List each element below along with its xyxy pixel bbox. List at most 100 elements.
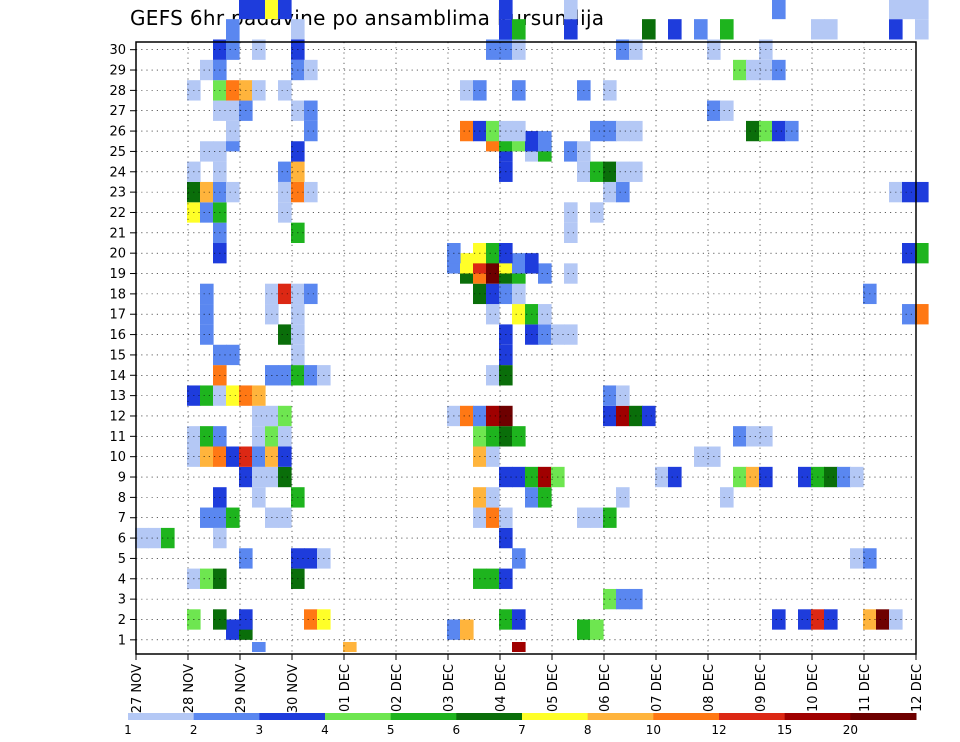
x-tick-label: 03 DEC bbox=[442, 664, 457, 712]
y-tick-label: 28 bbox=[109, 84, 126, 99]
x-tick-label: 05 DEC bbox=[546, 664, 561, 712]
heat-cell bbox=[278, 426, 292, 447]
heat-cell bbox=[343, 642, 357, 652]
heat-cell bbox=[226, 446, 240, 467]
heat-cell bbox=[772, 120, 786, 142]
heat-cell bbox=[226, 100, 240, 121]
heat-cell bbox=[642, 19, 656, 40]
colorbar-swatch bbox=[850, 713, 917, 720]
colorbar-label: 7 bbox=[518, 723, 526, 737]
heat-cell bbox=[200, 304, 214, 325]
heat-cell bbox=[850, 548, 864, 569]
heat-cell bbox=[915, 181, 929, 203]
heat-cell bbox=[694, 446, 708, 467]
y-tick-label: 5 bbox=[118, 552, 126, 567]
heat-cell bbox=[486, 426, 500, 447]
heat-cell bbox=[590, 619, 604, 640]
heat-cell bbox=[200, 507, 214, 528]
heat-cell bbox=[278, 181, 292, 203]
heat-cell bbox=[239, 0, 253, 20]
y-tick-label: 14 bbox=[109, 369, 126, 384]
heat-cell bbox=[512, 253, 526, 274]
heat-cell bbox=[486, 405, 500, 427]
heat-cell bbox=[590, 120, 604, 142]
x-tick-label: 02 DEC bbox=[390, 664, 405, 712]
colorbar-label: 6 bbox=[453, 723, 461, 737]
heat-cell bbox=[460, 619, 474, 640]
colorbar-label: 15 bbox=[777, 723, 792, 737]
heat-cell bbox=[226, 507, 240, 528]
y-tick-label: 10 bbox=[109, 450, 126, 465]
heat-cell bbox=[304, 100, 318, 121]
heat-cell bbox=[694, 19, 708, 40]
heat-cell bbox=[200, 568, 214, 589]
heat-cell bbox=[486, 568, 500, 589]
heat-cell bbox=[564, 202, 578, 223]
grid-lines bbox=[135, 42, 917, 654]
y-tick-label: 19 bbox=[109, 267, 126, 282]
x-tick-label: 12 DEC bbox=[910, 664, 925, 712]
colorbar-swatch bbox=[390, 713, 457, 720]
heat-cell bbox=[278, 283, 292, 305]
heat-cell bbox=[200, 202, 214, 223]
y-tick-label: 6 bbox=[118, 532, 126, 547]
heat-cell bbox=[525, 253, 539, 274]
heat-cell bbox=[642, 405, 656, 427]
heat-cell bbox=[252, 405, 266, 427]
heat-cell bbox=[200, 324, 214, 345]
heat-cell bbox=[486, 304, 500, 325]
heat-cell bbox=[226, 619, 240, 640]
heat-cell bbox=[616, 405, 630, 427]
y-tick-label: 16 bbox=[109, 328, 126, 343]
colorbar-label: 20 bbox=[843, 723, 858, 737]
y-tick-label: 20 bbox=[109, 247, 126, 262]
heat-cell bbox=[915, 0, 929, 20]
heat-cell bbox=[278, 365, 292, 386]
y-tick-label: 30 bbox=[109, 43, 126, 58]
heat-cell bbox=[226, 80, 240, 101]
heat-cell bbox=[226, 344, 240, 366]
heat-cell bbox=[200, 426, 214, 447]
colorbar-swatch bbox=[653, 713, 720, 720]
heat-cell bbox=[720, 100, 734, 121]
colorbar-label: 12 bbox=[711, 723, 726, 737]
heat-cell bbox=[577, 619, 591, 640]
y-tick-label: 29 bbox=[109, 64, 126, 79]
heat-cell bbox=[915, 243, 929, 264]
heat-cell bbox=[720, 487, 734, 508]
x-tick-label: 11 DEC bbox=[858, 664, 873, 712]
colorbar-label: 4 bbox=[321, 723, 329, 737]
colorbar-swatch bbox=[522, 713, 589, 720]
heat-cell bbox=[538, 263, 552, 284]
y-tick-label: 24 bbox=[109, 165, 126, 180]
colorbar-label: 8 bbox=[584, 723, 592, 737]
heat-cell bbox=[798, 466, 812, 488]
heat-cell bbox=[915, 19, 929, 40]
heat-cell bbox=[564, 324, 578, 345]
y-tick-label: 25 bbox=[109, 145, 126, 160]
heat-cell bbox=[902, 243, 916, 264]
heat-cell bbox=[226, 39, 240, 60]
heat-cell bbox=[564, 222, 578, 243]
heat-cell bbox=[512, 19, 526, 40]
heat-cell bbox=[304, 120, 318, 142]
heat-cell bbox=[252, 446, 266, 467]
heat-cell bbox=[538, 131, 552, 152]
x-tick-label: 07 DEC bbox=[650, 664, 665, 712]
colorbar-label: 10 bbox=[646, 723, 661, 737]
heat-cell bbox=[252, 642, 266, 652]
heat-cell bbox=[226, 120, 240, 142]
y-tick-label: 3 bbox=[118, 593, 126, 608]
heat-cell bbox=[486, 39, 500, 60]
x-tick-label: 09 DEC bbox=[754, 664, 769, 712]
heat-cell bbox=[499, 0, 513, 20]
heat-cell bbox=[460, 253, 474, 274]
heat-cell bbox=[512, 120, 526, 142]
heat-cell bbox=[746, 120, 760, 142]
colorbar-swatch bbox=[193, 713, 260, 720]
x-tick-label: 29 NOV bbox=[234, 664, 249, 713]
y-tick-label: 1 bbox=[118, 633, 126, 648]
y-tick-label: 17 bbox=[109, 308, 126, 323]
heat-cell bbox=[252, 80, 266, 101]
heat-cell bbox=[746, 426, 760, 447]
